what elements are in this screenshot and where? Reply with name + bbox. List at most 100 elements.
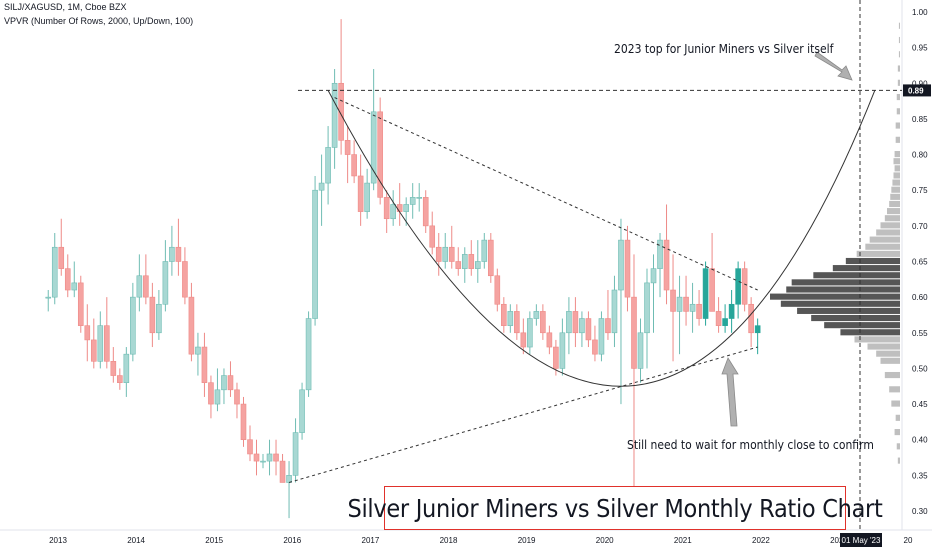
volume-profile-bar (894, 429, 900, 436)
volume-profile-bar (891, 400, 900, 407)
candle-body (58, 246, 65, 269)
candle-body (247, 439, 253, 455)
candle-body (188, 296, 195, 355)
candle-body (45, 296, 52, 299)
candle-body (754, 325, 761, 334)
drawing-layer (288, 0, 902, 530)
chart-title-box: Silver Junior Miners vs Silver Monthly R… (348, 486, 883, 530)
y-tick-label: 0.80 (912, 151, 928, 160)
volume-profile-bar (895, 136, 900, 143)
candle-body (364, 182, 370, 212)
candle-body (474, 261, 481, 269)
y-tick-label: 0.40 (912, 436, 928, 445)
volume-profile-bar (896, 443, 900, 450)
candle-body (403, 204, 409, 212)
y-tick-label: 0.35 (912, 471, 928, 480)
volume-profile-bar (791, 279, 900, 286)
x-tick-label: 2019 (518, 536, 536, 545)
candle-body (221, 375, 227, 391)
symbol-legend[interactable]: SILJ/XAGUSD, 1M, Cboe BZX (4, 2, 127, 12)
volume-profile-bar (813, 272, 900, 279)
candle-body (51, 246, 58, 298)
candle-body (546, 332, 553, 348)
candle-body (501, 303, 507, 326)
candle-body (494, 275, 501, 305)
candle-body (357, 175, 364, 212)
candle-body (156, 303, 162, 334)
candle-body (598, 318, 605, 355)
lower-trendline (288, 346, 758, 483)
indicator-legend[interactable]: VPVR (Number Of Rows, 2000, Up/Down, 100… (4, 16, 194, 26)
volume-profile-bar (891, 186, 900, 193)
candle-body (351, 154, 357, 177)
candle-body (435, 246, 442, 262)
candle-body (201, 346, 208, 383)
candle-body (175, 246, 182, 262)
time-label-box (840, 533, 882, 547)
volume-profile-bar (889, 200, 900, 208)
candle-body (663, 239, 670, 291)
volume-profile-bar (880, 222, 900, 229)
price-label-box (903, 84, 931, 97)
volume-profile-bar (876, 350, 900, 357)
candle-body (286, 475, 292, 483)
volume-profile-bar (770, 293, 900, 300)
bottom-annotation: Still need to wait for monthly close to … (627, 438, 874, 452)
candle-body (559, 332, 566, 369)
candle-body (208, 382, 214, 405)
volume-profile-bar (824, 322, 900, 329)
volume-profile-bar (894, 151, 900, 158)
candle-body (715, 311, 722, 326)
candle-body (266, 453, 273, 462)
x-tick-label: 2021 (674, 536, 692, 545)
volume-profile-bar (895, 122, 900, 129)
grid-layer (0, 0, 932, 531)
candle-body (123, 353, 130, 383)
candle-body (338, 82, 344, 141)
volume-profile-bar (889, 386, 900, 393)
candle-body (136, 275, 143, 298)
candle-body (702, 268, 709, 319)
candle-body (370, 111, 377, 184)
candle-body (162, 261, 169, 305)
candle-body (396, 204, 403, 212)
candle-body (709, 268, 715, 312)
candle-body (273, 453, 279, 462)
volume-profile-bar (854, 336, 900, 343)
volume-profile-bar (896, 93, 900, 101)
volume-profile-bar (896, 108, 900, 115)
volume-profile-bar (895, 414, 900, 421)
volume-profile-bar (840, 329, 900, 336)
volume-profile-bar (893, 172, 900, 179)
x-tick-label: 2016 (283, 536, 301, 545)
candle-body (377, 111, 383, 198)
volume-profile-bar (884, 371, 900, 379)
volume-profile-bar (890, 193, 900, 200)
axes-layer: 0.30 0.35 0.40 0.45 0.50 0.55 0.60 0.65 0.70 0.75… (49, 8, 931, 547)
candle-body (566, 311, 572, 334)
y-tick-label: 0.45 (912, 400, 928, 409)
candle-body (318, 182, 325, 191)
candle-body (253, 453, 260, 462)
cup-curve (327, 90, 876, 387)
volume-profile (770, 22, 900, 464)
time-label-text: 01 May '23 (842, 536, 881, 545)
candle-body (579, 318, 585, 334)
volume-profile-bar (797, 307, 900, 314)
candle-body (195, 346, 201, 355)
candle-body (305, 318, 312, 391)
x-tick-label: 2017 (362, 536, 380, 545)
candle-body (481, 239, 488, 262)
candle-body (735, 268, 741, 305)
candle-body (97, 325, 104, 362)
candle-body (533, 311, 540, 319)
volume-profile-bar (869, 236, 900, 243)
price-label-text: 0.89 (908, 86, 924, 95)
x-tick-label: 2014 (127, 536, 145, 545)
x-tick-label: 2013 (49, 536, 67, 545)
y-tick-label: 0.65 (912, 258, 928, 267)
x-tick-label: 2020 (596, 536, 614, 545)
volume-profile-bar (845, 257, 900, 265)
candle-body (149, 296, 156, 334)
